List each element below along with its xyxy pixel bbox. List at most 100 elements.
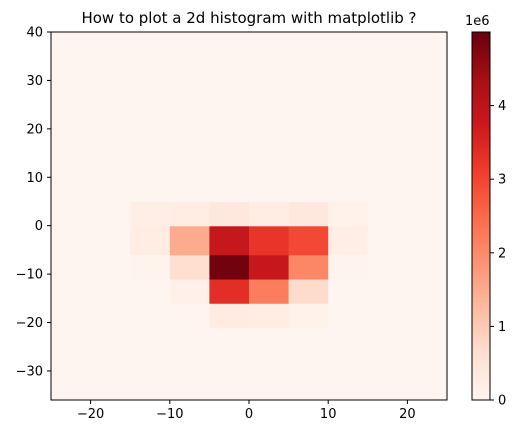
histogram-cell	[249, 376, 289, 401]
histogram-cell	[130, 100, 170, 125]
histogram-cell	[170, 376, 210, 401]
histogram-cell	[170, 148, 210, 173]
histogram-cell	[51, 226, 91, 256]
histogram-cell	[51, 327, 91, 352]
histogram-cell	[51, 76, 91, 101]
histogram-cell	[170, 226, 210, 256]
histogram-cell	[130, 279, 170, 304]
histogram-cell	[249, 303, 289, 328]
x-tick-label: 10	[320, 407, 337, 422]
histogram-cell	[289, 279, 329, 304]
histogram-cell	[368, 352, 408, 377]
histogram-cell	[209, 255, 249, 280]
histogram-cell	[289, 352, 329, 377]
histogram-cell	[289, 148, 329, 173]
histogram-cell	[249, 226, 289, 256]
histogram-cell	[209, 32, 249, 52]
y-axis: −30 −20 −10 0 10 20 30 40	[16, 26, 51, 380]
histogram-cell	[170, 100, 210, 125]
histogram-cell	[249, 201, 289, 226]
histogram-cell	[289, 100, 329, 125]
histogram-cell	[368, 376, 408, 401]
histogram-cell	[91, 303, 131, 328]
histogram-cell	[91, 201, 131, 226]
histogram-cell	[368, 226, 408, 256]
histogram-cell	[130, 352, 170, 377]
colorbar-tick-label: 2	[498, 246, 506, 261]
histogram-cell	[407, 124, 447, 149]
histogram-cell	[170, 303, 210, 328]
histogram-cell	[51, 201, 91, 226]
histogram-cell	[209, 201, 249, 226]
histogram-cell	[249, 352, 289, 377]
histogram-cell	[249, 172, 289, 202]
x-tick-label: 0	[245, 407, 253, 422]
histogram-cell	[407, 201, 447, 226]
histogram-cell	[209, 51, 249, 76]
histogram-cell	[249, 124, 289, 149]
histogram-cell	[170, 255, 210, 280]
histogram-cell	[130, 255, 170, 280]
histogram-cell	[368, 255, 408, 280]
y-tick-label: 30	[26, 74, 43, 89]
histogram-cell	[328, 201, 368, 226]
colorbar-tick-label: 3	[498, 173, 506, 188]
histogram-cell	[328, 32, 368, 52]
histogram-cell	[328, 226, 368, 256]
histogram-cell	[209, 100, 249, 125]
histogram-cell	[328, 255, 368, 280]
histogram-cell	[91, 76, 131, 101]
histogram-cell	[289, 255, 329, 280]
histogram-cell	[289, 327, 329, 352]
histogram-cell	[249, 76, 289, 101]
histogram-cell	[170, 172, 210, 202]
histogram-cell	[209, 148, 249, 173]
y-tick-label: −20	[16, 316, 43, 331]
histogram-cell	[328, 327, 368, 352]
histogram-cell	[130, 226, 170, 256]
histogram-cell	[407, 172, 447, 202]
histogram-cell	[209, 226, 249, 256]
chart-title: How to plot a 2d histogram with matplotl…	[81, 9, 416, 27]
histogram-cell	[209, 376, 249, 401]
histogram-cell	[289, 76, 329, 101]
histogram-cell	[170, 76, 210, 101]
y-tick-label: 10	[26, 171, 43, 186]
histogram-cell	[328, 100, 368, 125]
histogram-cell	[328, 51, 368, 76]
x-tick-label: −20	[77, 407, 104, 422]
histogram-cell	[91, 51, 131, 76]
histogram-cell	[368, 303, 408, 328]
histogram-cell	[209, 279, 249, 304]
colorbar-tick-label: 4	[498, 99, 506, 114]
histogram-cell	[407, 226, 447, 256]
histogram-cell	[407, 376, 447, 401]
histogram-cell	[289, 201, 329, 226]
histogram-cell	[130, 303, 170, 328]
histogram-cell	[368, 51, 408, 76]
histogram-cell	[368, 76, 408, 101]
histogram-cell	[209, 124, 249, 149]
histogram-cell	[209, 76, 249, 101]
histogram-cell	[407, 76, 447, 101]
histogram-cell	[249, 327, 289, 352]
histogram-cell	[368, 201, 408, 226]
histogram-cell	[91, 352, 131, 377]
histogram-cell	[51, 279, 91, 304]
histogram-cell	[289, 376, 329, 401]
histogram-cell	[249, 255, 289, 280]
histogram-cell	[328, 352, 368, 377]
histogram-cell	[289, 172, 329, 202]
histogram-cell	[209, 327, 249, 352]
histogram-cell	[328, 303, 368, 328]
histogram-cell	[170, 124, 210, 149]
histogram-cell	[368, 172, 408, 202]
histogram-cell	[368, 327, 408, 352]
histogram-cell	[130, 124, 170, 149]
histogram-cell	[51, 352, 91, 377]
colorbar-tick-label: 0	[498, 394, 506, 409]
histogram-cell	[51, 124, 91, 149]
colorbar-tick-label: 1	[498, 320, 506, 335]
histogram-cell	[91, 327, 131, 352]
histogram-cell	[407, 51, 447, 76]
